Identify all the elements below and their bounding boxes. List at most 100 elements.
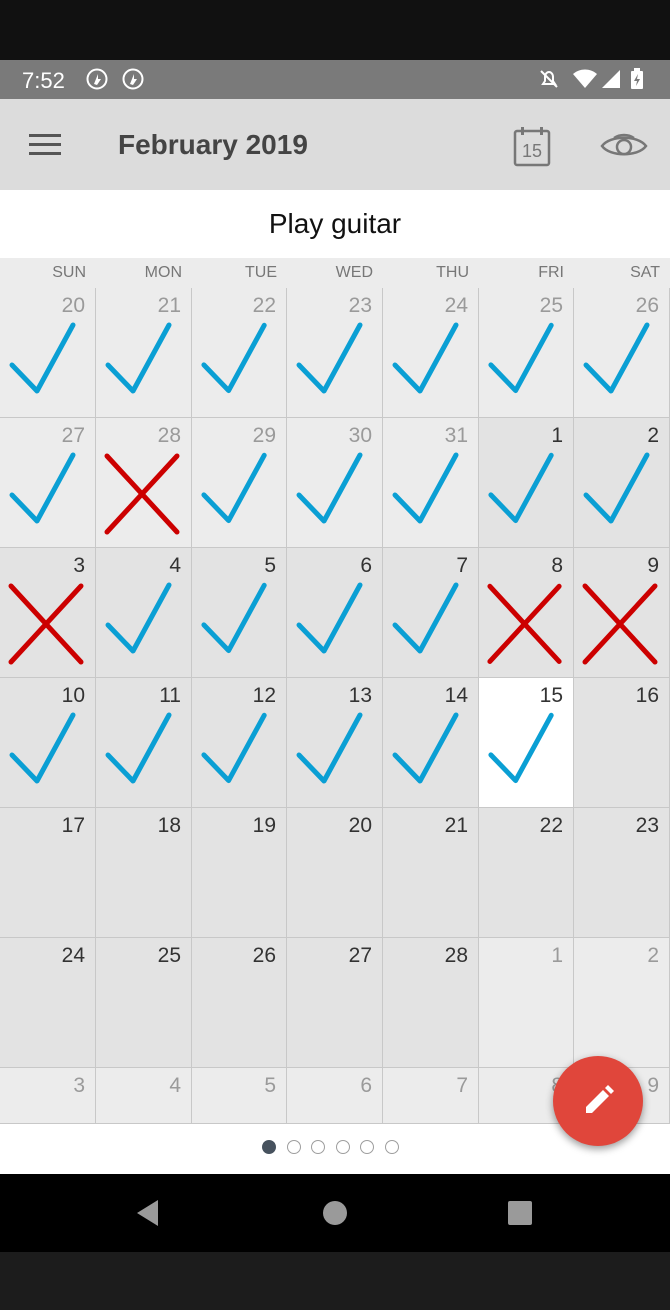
calendar-day-cell[interactable]: 26 [192, 938, 286, 1067]
check-mark-icon [488, 712, 554, 784]
app-bar: February 2019 15 [0, 99, 670, 190]
day-number: 23 [348, 294, 372, 317]
calendar-day-cell[interactable]: 15 [479, 678, 573, 807]
calendar-day-cell[interactable]: 27 [0, 418, 95, 547]
day-number: 4 [169, 1074, 181, 1097]
status-time: 7:52 [22, 68, 65, 93]
check-mark-icon [392, 582, 459, 654]
home-icon[interactable] [322, 1200, 348, 1226]
calendar-day-cell[interactable]: 17 [0, 808, 95, 937]
status-bar: 7:52 [0, 60, 670, 99]
weekday-label: THU [436, 264, 469, 281]
recents-icon[interactable] [507, 1200, 533, 1226]
day-number: 30 [348, 424, 372, 447]
day-number: 3 [73, 1074, 85, 1097]
page-dot[interactable] [262, 1140, 276, 1154]
page-dot[interactable] [384, 1140, 399, 1154]
day-number: 27 [61, 424, 85, 447]
day-number: 7 [456, 1074, 468, 1097]
calendar-day-cell[interactable]: 9 [574, 548, 669, 677]
calendar-day-cell[interactable]: 4 [96, 548, 191, 677]
check-mark-icon [9, 712, 76, 784]
calendar-day-cell[interactable]: 1 [479, 418, 573, 547]
habit-name: Play guitar [0, 190, 670, 258]
day-number: 10 [61, 684, 85, 707]
check-mark-icon [201, 452, 267, 524]
calendar-day-cell[interactable]: 24 [0, 938, 95, 1067]
day-number: 23 [635, 814, 659, 837]
calendar-day-cell[interactable]: 22 [192, 288, 286, 417]
eye-icon[interactable] [600, 129, 648, 163]
day-number: 5 [264, 1074, 276, 1097]
calendar-day-cell[interactable]: 5 [192, 548, 286, 677]
calendar-day-cell[interactable]: 12 [192, 678, 286, 807]
calendar-day-cell[interactable]: 21 [96, 288, 191, 417]
calendar-day-cell[interactable]: 16 [574, 678, 669, 807]
calendar-day-cell[interactable]: 7 [383, 1068, 478, 1123]
day-number: 13 [348, 684, 372, 707]
calendar-day-cell[interactable]: 20 [287, 808, 382, 937]
calendar-day-cell[interactable]: 28 [96, 418, 191, 547]
calendar-day-cell[interactable]: 11 [96, 678, 191, 807]
weekday-label: SAT [630, 264, 660, 281]
calendar-day-cell[interactable]: 30 [287, 418, 382, 547]
calendar-day-cell[interactable]: 6 [287, 1068, 382, 1123]
calendar-day-cell[interactable]: 2 [574, 418, 669, 547]
day-number: 29 [252, 424, 276, 447]
check-mark-icon [296, 322, 363, 394]
calendar-day-cell[interactable]: 13 [287, 678, 382, 807]
calendar-day-cell[interactable]: 6 [287, 548, 382, 677]
day-number: 20 [348, 814, 372, 837]
battery-icon [631, 68, 643, 89]
calendar-day-cell[interactable]: 27 [287, 938, 382, 1067]
calendar-day-cell[interactable]: 20 [0, 288, 95, 417]
calendar-day-cell[interactable]: 29 [192, 418, 286, 547]
page-dot[interactable] [335, 1140, 350, 1154]
calendar-day-cell[interactable]: 14 [383, 678, 478, 807]
calendar-day-cell[interactable]: 2 [574, 938, 669, 1067]
page-dot[interactable] [311, 1140, 325, 1154]
check-mark-icon [392, 712, 459, 784]
check-mark-icon [105, 582, 172, 654]
day-number: 6 [360, 1074, 372, 1097]
calendar-day-cell[interactable]: 28 [383, 938, 478, 1067]
calendar-day-cell[interactable]: 23 [287, 288, 382, 417]
notification-icon [122, 68, 144, 90]
check-mark-icon [583, 452, 650, 524]
wifi-icon [573, 69, 597, 88]
calendar-day-cell[interactable]: 21 [383, 808, 478, 937]
day-number: 15 [539, 684, 563, 707]
pencil-icon [586, 1085, 614, 1113]
calendar-day-cell[interactable]: 4 [96, 1068, 191, 1123]
back-icon[interactable] [134, 1198, 162, 1228]
calendar-day-cell[interactable]: 23 [574, 808, 669, 937]
page-dot[interactable] [286, 1140, 301, 1154]
calendar-day-cell[interactable]: 25 [96, 938, 191, 1067]
weekday-label: FRI [538, 264, 564, 281]
calendar-day-cell[interactable]: 3 [0, 548, 95, 677]
calendar-day-cell[interactable]: 18 [96, 808, 191, 937]
calendar-day-cell[interactable]: 10 [0, 678, 95, 807]
calendar-day-cell[interactable]: 8 [479, 548, 573, 677]
calendar-day-cell[interactable]: 1 [479, 938, 573, 1067]
calendar-day-cell[interactable]: 26 [574, 288, 669, 417]
calendar-day-cell[interactable]: 25 [479, 288, 573, 417]
calendar-day-cell[interactable]: 7 [383, 548, 478, 677]
top-black-band [0, 0, 670, 60]
page-dot[interactable] [360, 1140, 374, 1154]
calendar-day-cell[interactable]: 22 [479, 808, 573, 937]
day-number: 22 [252, 294, 276, 317]
edit-fab[interactable] [553, 1056, 643, 1146]
day-number: 18 [157, 814, 181, 837]
day-number: 7 [456, 554, 468, 577]
calendar-day-cell[interactable]: 19 [192, 808, 286, 937]
day-number: 2 [647, 944, 659, 967]
calendar-day-cell[interactable]: 31 [383, 418, 478, 547]
day-number: 8 [551, 554, 563, 577]
menu-icon[interactable] [26, 129, 66, 161]
calendar-day-cell[interactable]: 24 [383, 288, 478, 417]
calendar-day-cell[interactable]: 3 [0, 1068, 95, 1123]
today-button[interactable]: 15 [512, 125, 552, 167]
check-mark-icon [9, 322, 76, 394]
calendar-day-cell[interactable]: 5 [192, 1068, 286, 1123]
